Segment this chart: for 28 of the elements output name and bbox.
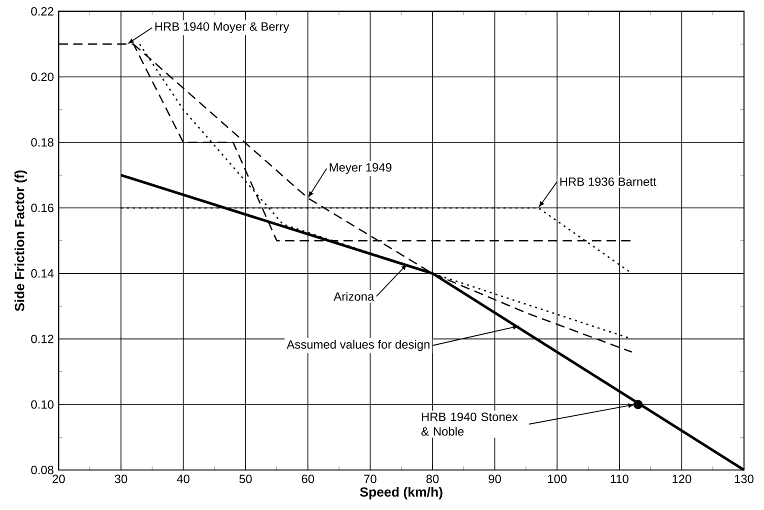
x-tick-label: 70 (364, 474, 376, 484)
y-tick-label: 0.14 (31, 269, 54, 278)
y-tick-label: 0.12 (31, 334, 54, 344)
x-tick-label: 110 (610, 474, 628, 484)
x-tick-label: 40 (176, 474, 190, 484)
x-tick-label: 30 (114, 474, 128, 484)
x-tick-label: 90 (488, 474, 501, 484)
x-tick-label: 50 (239, 474, 252, 484)
y-tick-label: 0.22 (31, 7, 54, 16)
annotation: Meyer 1949 (330, 163, 392, 174)
annotation: HRB 1940 Stonex & Noble (421, 412, 518, 436)
annotation: HRB 1940 Moyer & Berry (155, 22, 290, 34)
annotation: HRB 1936 Barnett (560, 177, 656, 186)
y-tick-label: 0.08 (31, 466, 54, 474)
y-tick-label: 0.18 (31, 138, 54, 147)
x-tick-label: 20 (52, 474, 65, 484)
x-tick-label: 130 (734, 474, 754, 484)
y-tick-label: 0.16 (31, 204, 54, 212)
x-tick-label: 80 (426, 474, 439, 484)
y-tick-label: 0.10 (31, 400, 54, 409)
y-tick-label: 0.20 (31, 72, 54, 82)
x-tick-label: 60 (302, 474, 314, 484)
x-axis-title: Speed (km/h) (360, 486, 442, 500)
x-tick-label: 120 (672, 474, 692, 484)
y-axis-title: Side Friction Factor (f) (14, 170, 27, 312)
annotation: Arizona (334, 292, 374, 301)
annotation: Assumed values for design (286, 340, 430, 352)
x-tick-label: 100 (548, 474, 567, 484)
